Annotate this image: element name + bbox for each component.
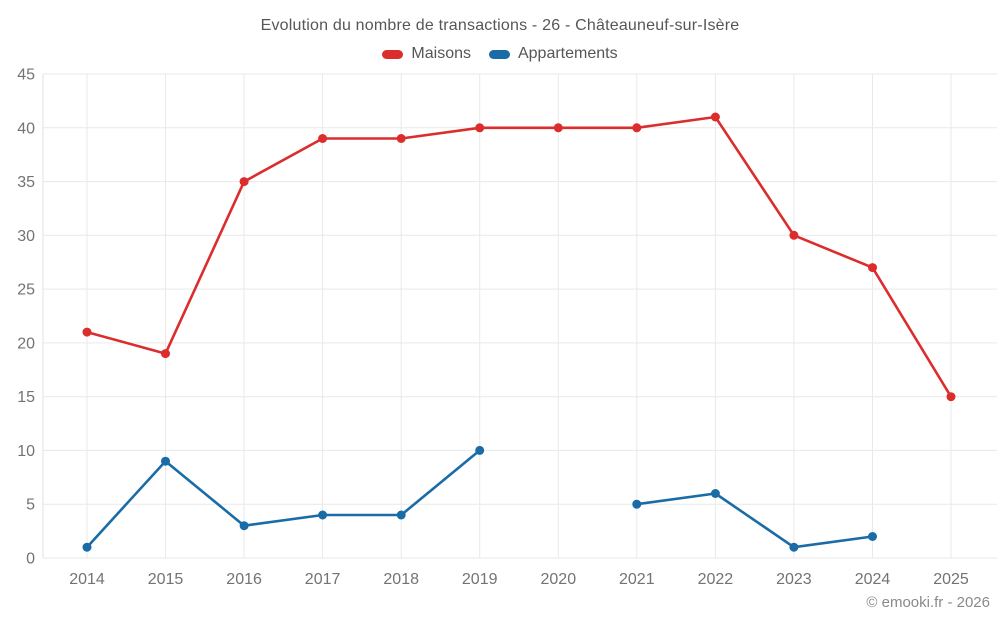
x-tick-2017: 2017: [305, 571, 341, 588]
y-tick-25: 25: [17, 282, 35, 299]
x-tick-2021: 2021: [619, 571, 655, 588]
copyright-text: © emooki.fr - 2026: [866, 594, 990, 611]
legend-label-appartements: Appartements: [517, 45, 618, 62]
chart-title: Evolution du nombre de transactions - 26…: [260, 17, 740, 34]
data-point-appartements-2019[interactable]: [475, 445, 485, 455]
data-point-appartements-2017[interactable]: [318, 510, 328, 520]
y-tick-35: 35: [17, 174, 35, 191]
x-tick-2018: 2018: [383, 571, 419, 588]
data-point-appartements-2023[interactable]: [789, 542, 799, 552]
data-point-appartements-2014[interactable]: [82, 542, 92, 552]
data-point-maisons-2015[interactable]: [161, 349, 170, 359]
x-tick-2020: 2020: [541, 571, 577, 588]
data-point-maisons-2024[interactable]: [868, 263, 877, 273]
data-point-appartements-2016[interactable]: [239, 521, 249, 531]
y-tick-5: 5: [26, 497, 35, 514]
chart-legend: Maisons Appartements: [0, 45, 1000, 63]
legend-swatch-maisons-icon: [382, 49, 404, 59]
x-tick-2025: 2025: [933, 571, 969, 588]
data-point-appartements-2018[interactable]: [396, 510, 406, 520]
y-tick-45: 45: [17, 67, 35, 84]
legend-swatch-appartements-icon: [488, 49, 510, 59]
y-tick-20: 20: [17, 335, 35, 352]
y-tick-40: 40: [17, 120, 35, 137]
data-point-maisons-2021[interactable]: [632, 123, 642, 133]
x-tick-2024: 2024: [855, 571, 891, 588]
x-tick-2019: 2019: [462, 571, 498, 588]
x-tick-2015: 2015: [148, 571, 184, 588]
legend-label-maisons: Maisons: [411, 45, 471, 62]
x-tick-2014: 2014: [69, 571, 105, 588]
data-point-maisons-2014[interactable]: [82, 327, 92, 337]
data-point-appartements-2022[interactable]: [710, 489, 720, 498]
y-tick-10: 10: [17, 443, 35, 460]
data-point-maisons-2022[interactable]: [710, 112, 720, 122]
series-line-maisons: [85, 115, 953, 398]
data-point-appartements-2015[interactable]: [161, 456, 170, 466]
data-point-appartements-2024[interactable]: [868, 532, 877, 541]
data-point-maisons-2020[interactable]: [553, 123, 563, 133]
data-point-maisons-2019[interactable]: [475, 123, 485, 133]
data-point-appartements-2021[interactable]: [632, 499, 642, 509]
x-tick-2016: 2016: [226, 571, 262, 588]
x-tick-2023: 2023: [776, 571, 812, 588]
x-tick-2022: 2022: [698, 571, 734, 588]
y-tick-15: 15: [17, 389, 35, 406]
data-point-maisons-2025[interactable]: [946, 392, 956, 402]
series-line-appartements: [85, 449, 874, 549]
legend-item-maisons[interactable]: Maisons: [382, 45, 471, 63]
data-point-maisons-2018[interactable]: [396, 134, 406, 143]
legend-item-appartements[interactable]: Appartements: [488, 45, 618, 63]
data-point-maisons-2016[interactable]: [239, 177, 249, 187]
y-tick-0: 0: [26, 551, 35, 568]
data-point-maisons-2017[interactable]: [318, 134, 328, 143]
data-point-maisons-2023[interactable]: [789, 230, 799, 240]
y-tick-30: 30: [17, 228, 35, 245]
